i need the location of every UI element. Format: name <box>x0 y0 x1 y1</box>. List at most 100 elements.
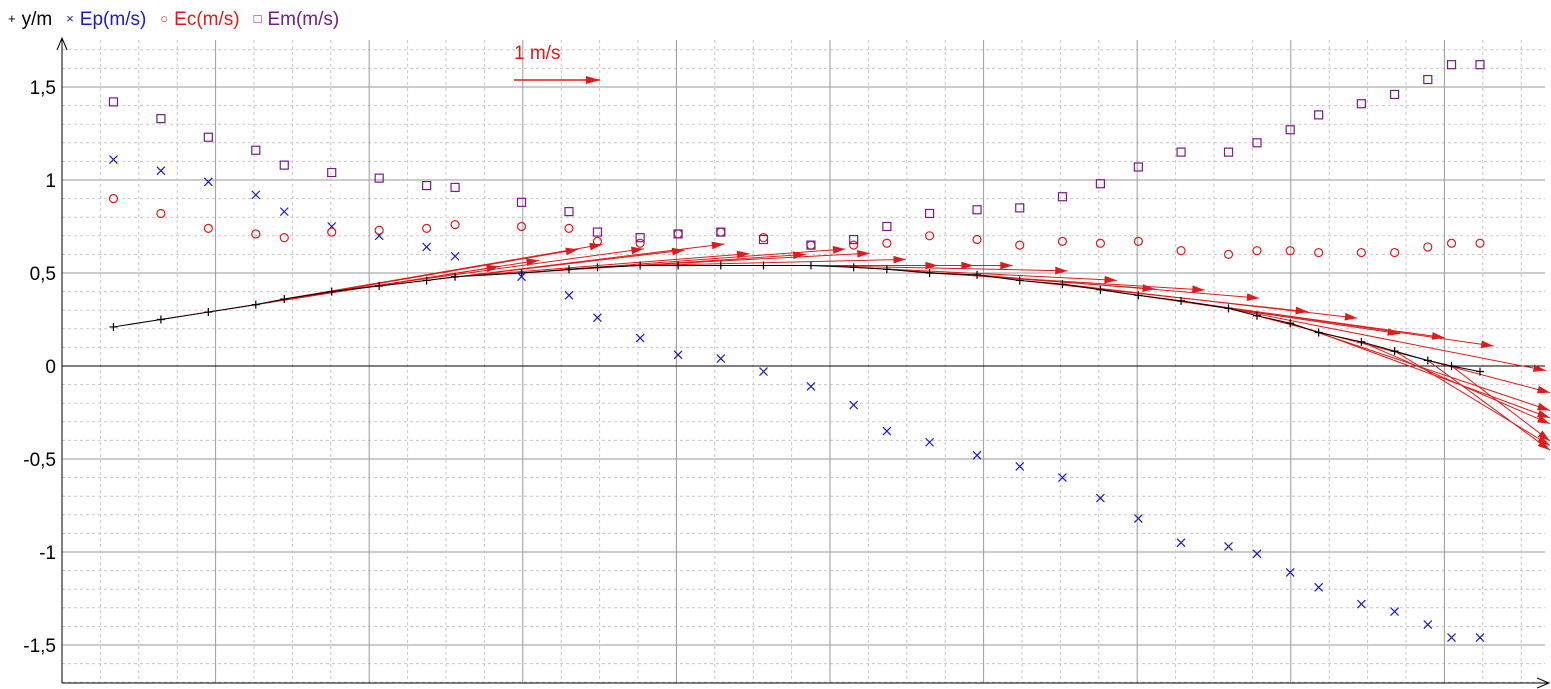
marker-plus <box>716 261 725 270</box>
marker-circle <box>1446 238 1457 248</box>
data-markers <box>108 60 1485 642</box>
marker-x <box>759 367 768 377</box>
marker-x <box>422 242 432 252</box>
velocity-vector <box>640 258 906 267</box>
marker-circle <box>1389 247 1400 258</box>
marker-plus <box>109 322 118 331</box>
marker-plus <box>759 261 768 270</box>
marker-square <box>806 240 816 250</box>
velocity-arrowhead <box>832 246 846 254</box>
marker-x <box>156 166 166 176</box>
marker-circle <box>279 233 289 243</box>
marker-circle <box>1015 240 1025 250</box>
marker-plus <box>593 263 602 272</box>
marker-square <box>1446 60 1457 70</box>
marker-circle <box>806 240 816 250</box>
marker-plus <box>204 308 213 317</box>
marker-square <box>1252 138 1262 148</box>
marker-plus <box>925 269 934 277</box>
marker-circle <box>1423 242 1433 252</box>
marker-square <box>203 132 213 142</box>
marker-circle <box>972 234 982 245</box>
marker-circle <box>327 227 337 237</box>
marker-x <box>564 290 574 300</box>
marker-plus <box>973 270 982 279</box>
marker-circle <box>882 238 892 248</box>
velocity-scale-arrow: 1 m/s <box>514 43 600 84</box>
velocity-arrowhead <box>1537 410 1550 418</box>
marker-plus <box>1286 319 1295 328</box>
marker-circle <box>592 236 603 246</box>
legend-item: + y/m <box>8 9 52 31</box>
marker-square <box>1176 147 1186 157</box>
legend-marker: + <box>8 10 16 26</box>
marker-plus <box>882 265 891 274</box>
velocity-arrowhead <box>857 250 870 258</box>
marker-x <box>1133 514 1143 523</box>
marker-square <box>564 207 574 217</box>
marker-x <box>279 207 289 217</box>
marker-square <box>1356 99 1366 109</box>
marker-x <box>1252 549 1262 559</box>
legend-item: × Ep(m/s) <box>66 9 146 31</box>
velocity-vector <box>284 244 603 300</box>
marker-square <box>374 173 384 183</box>
legend-marker: ○ <box>160 10 169 26</box>
marker-circle <box>422 223 432 233</box>
marker-plus <box>451 272 460 281</box>
marker-circle <box>716 227 726 237</box>
marker-x <box>806 382 816 391</box>
marker-x <box>1095 493 1105 503</box>
marker-plus <box>1015 276 1024 285</box>
marker-plus <box>1058 280 1067 289</box>
marker-x <box>1058 473 1067 483</box>
marker-x <box>716 354 726 363</box>
marker-x <box>1390 607 1400 616</box>
marker-x <box>673 350 683 360</box>
velocity-vector <box>976 274 1260 299</box>
marker-x <box>635 333 645 343</box>
marker-circle <box>1285 246 1295 256</box>
marker-circle <box>1095 238 1106 248</box>
marker-circle <box>1057 236 1068 246</box>
marker-plus <box>1423 356 1432 365</box>
marker-square <box>924 208 935 219</box>
marker-plus <box>327 287 336 296</box>
marker-square <box>516 197 527 207</box>
marker-plus <box>1224 304 1233 313</box>
marker-x <box>882 426 892 436</box>
marker-plus <box>849 263 858 272</box>
velocity-arrowhead <box>1537 385 1550 394</box>
trajectory-line <box>113 265 1481 373</box>
marker-square <box>635 233 645 243</box>
marker-x <box>1423 620 1433 629</box>
marker-square <box>673 229 683 239</box>
velocity-vector <box>1427 360 1551 451</box>
marker-square <box>1314 110 1324 120</box>
velocity-vector <box>426 243 725 281</box>
marker-plus <box>375 282 384 291</box>
marker-square <box>422 180 432 191</box>
axes <box>56 36 1551 689</box>
y-tick-label: 1 <box>45 171 56 192</box>
marker-x <box>1475 633 1485 642</box>
legend-label: Ep(m/s) <box>79 9 147 30</box>
marker-plus <box>156 315 165 324</box>
marker-x <box>1356 599 1366 609</box>
marker-square <box>156 114 166 124</box>
marker-square <box>592 227 603 237</box>
marker-square <box>716 227 726 237</box>
marker-plus <box>517 269 526 277</box>
legend-marker: × <box>66 10 74 26</box>
marker-square <box>849 234 859 245</box>
legend-marker: □ <box>253 10 262 26</box>
y-tick-label: 1,5 <box>30 78 56 99</box>
marker-square <box>1015 203 1025 213</box>
velocity-arrowhead <box>1192 285 1205 294</box>
velocity-vector <box>455 253 750 278</box>
marker-circle <box>156 208 166 219</box>
marker-circle <box>849 240 859 250</box>
velocity-arrowhead <box>711 241 725 250</box>
marker-plus <box>1314 328 1323 337</box>
